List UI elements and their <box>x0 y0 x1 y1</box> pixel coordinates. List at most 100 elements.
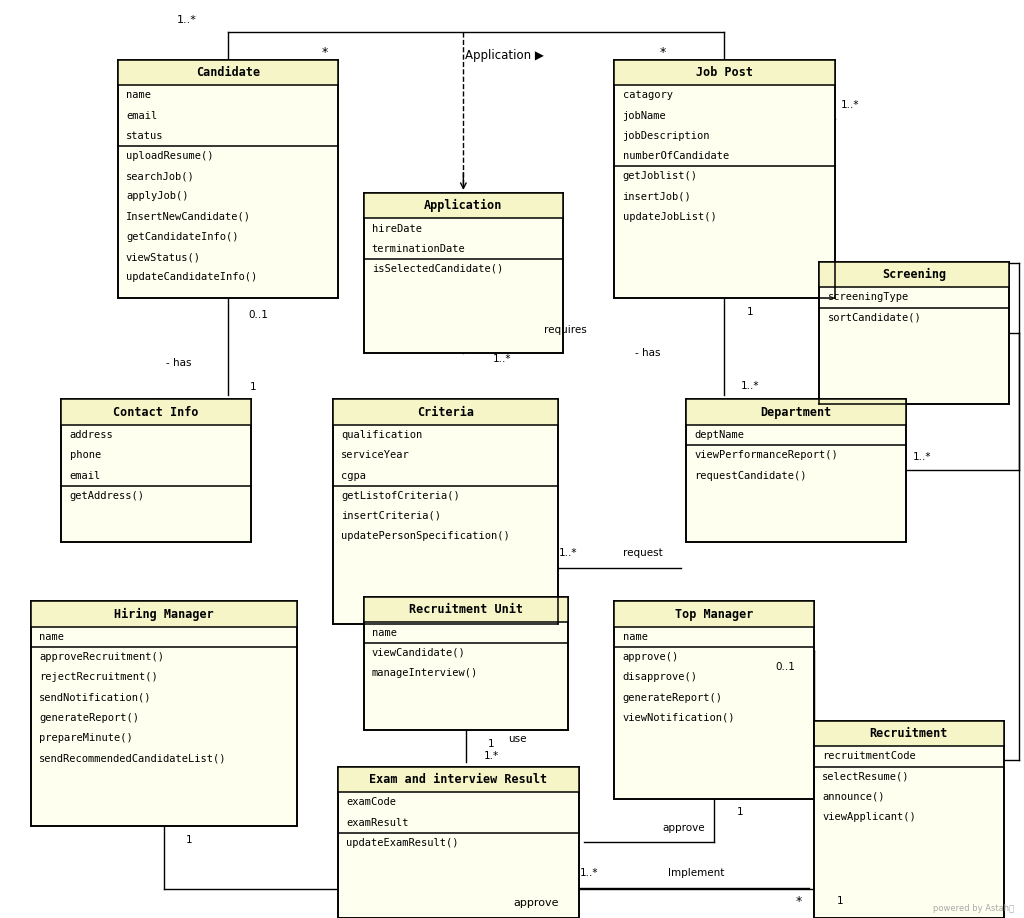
Text: 1..*: 1..* <box>559 548 578 558</box>
Text: viewApplicant(): viewApplicant() <box>822 812 916 822</box>
Text: examCode: examCode <box>346 798 396 807</box>
Text: email: email <box>126 111 158 120</box>
Text: use: use <box>508 734 526 744</box>
Text: 0..1: 0..1 <box>249 310 268 319</box>
Text: cgpa: cgpa <box>341 471 366 480</box>
Text: qualification: qualification <box>341 431 422 440</box>
Bar <box>686 399 906 542</box>
Bar <box>61 399 251 542</box>
Text: selectResume(): selectResume() <box>822 772 909 781</box>
Bar <box>819 262 1009 404</box>
Text: viewPerformanceReport(): viewPerformanceReport() <box>694 451 838 460</box>
Text: updateCandidateInfo(): updateCandidateInfo() <box>126 273 257 282</box>
Text: applyJob(): applyJob() <box>126 192 188 201</box>
Text: getAddress(): getAddress() <box>70 491 144 500</box>
Text: Application ▶: Application ▶ <box>465 49 544 62</box>
Bar <box>61 399 251 425</box>
Text: name: name <box>623 633 647 642</box>
Bar <box>614 60 835 85</box>
Text: searchJob(): searchJob() <box>126 172 195 181</box>
Text: Recruitment: Recruitment <box>869 727 948 740</box>
Text: name: name <box>39 633 63 642</box>
Text: updateJobList(): updateJobList() <box>623 212 717 221</box>
Bar <box>338 767 579 792</box>
Text: announce(): announce() <box>822 792 885 801</box>
Bar <box>118 60 338 298</box>
Bar <box>364 193 563 353</box>
Text: prepareMinute(): prepareMinute() <box>39 733 133 743</box>
Text: sendNotification(): sendNotification() <box>39 693 152 702</box>
Text: request: request <box>623 548 663 558</box>
Bar <box>118 60 338 85</box>
Text: Department: Department <box>761 406 831 419</box>
Text: updateExamResult(): updateExamResult() <box>346 838 459 847</box>
Text: serviceYear: serviceYear <box>341 451 410 460</box>
Text: 1..*: 1..* <box>912 452 931 462</box>
Text: name: name <box>126 91 151 100</box>
Bar <box>31 601 297 627</box>
Text: jobName: jobName <box>623 111 667 120</box>
Text: manageInterview(): manageInterview() <box>372 668 478 677</box>
Text: viewCandidate(): viewCandidate() <box>372 648 466 657</box>
Text: jobDescription: jobDescription <box>623 131 710 140</box>
Text: *: * <box>796 895 802 908</box>
Text: Application: Application <box>424 199 503 212</box>
Text: Hiring Manager: Hiring Manager <box>114 608 214 621</box>
Text: approve: approve <box>514 899 559 908</box>
Text: approveRecruitment(): approveRecruitment() <box>39 653 164 662</box>
Bar <box>31 601 297 826</box>
Text: 1..*: 1..* <box>740 381 760 390</box>
Text: 1: 1 <box>837 897 843 906</box>
Text: 1: 1 <box>186 835 193 845</box>
Text: screeningType: screeningType <box>827 293 908 302</box>
Text: catagory: catagory <box>623 91 673 100</box>
Text: 1..*: 1..* <box>177 16 197 25</box>
Text: sendRecommendedCandidateList(): sendRecommendedCandidateList() <box>39 754 226 763</box>
Text: requires: requires <box>545 326 587 335</box>
Text: approve: approve <box>663 823 705 833</box>
Bar <box>338 767 579 918</box>
Text: 1..*: 1..* <box>841 100 859 109</box>
Text: Screening: Screening <box>882 268 946 281</box>
Bar <box>686 399 906 425</box>
Text: *: * <box>659 46 667 59</box>
Bar <box>614 601 814 627</box>
Text: disapprove(): disapprove() <box>623 673 697 682</box>
Text: approve(): approve() <box>623 653 679 662</box>
Text: insertCriteria(): insertCriteria() <box>341 511 441 521</box>
Text: *: * <box>322 46 329 59</box>
Text: requestCandidate(): requestCandidate() <box>694 471 807 480</box>
Text: rejectRecruitment(): rejectRecruitment() <box>39 673 158 682</box>
Text: getJoblist(): getJoblist() <box>623 172 697 181</box>
Bar <box>333 399 558 425</box>
Text: Job Post: Job Post <box>696 66 753 79</box>
Text: Top Manager: Top Manager <box>675 608 754 621</box>
Text: deptName: deptName <box>694 431 744 440</box>
Text: numberOfCandidate: numberOfCandidate <box>623 151 729 161</box>
Text: - has: - has <box>635 349 660 358</box>
Text: InsertNewCandidate(): InsertNewCandidate() <box>126 212 251 221</box>
Bar <box>614 601 814 799</box>
Text: examResult: examResult <box>346 818 409 827</box>
Text: getListofCriteria(): getListofCriteria() <box>341 491 460 500</box>
Text: generateReport(): generateReport() <box>39 713 139 722</box>
Text: isSelectedCandidate(): isSelectedCandidate() <box>372 264 503 274</box>
Bar <box>614 60 835 298</box>
Text: 1: 1 <box>488 739 495 748</box>
Text: phone: phone <box>70 451 101 460</box>
Text: 1: 1 <box>736 808 743 817</box>
Text: viewNotification(): viewNotification() <box>623 713 735 722</box>
Text: 0..1: 0..1 <box>775 662 796 672</box>
Text: Exam and interview Result: Exam and interview Result <box>370 773 547 786</box>
Text: viewStatus(): viewStatus() <box>126 252 201 262</box>
Text: sortCandidate(): sortCandidate() <box>827 313 922 322</box>
Bar <box>819 262 1009 287</box>
Text: name: name <box>372 628 396 637</box>
Text: Criteria: Criteria <box>417 406 474 419</box>
Text: uploadResume(): uploadResume() <box>126 151 213 161</box>
Text: getCandidateInfo(): getCandidateInfo() <box>126 232 239 241</box>
Text: recruitmentCode: recruitmentCode <box>822 752 916 761</box>
Bar <box>333 399 558 624</box>
Text: hireDate: hireDate <box>372 224 422 233</box>
Text: terminationDate: terminationDate <box>372 244 466 253</box>
